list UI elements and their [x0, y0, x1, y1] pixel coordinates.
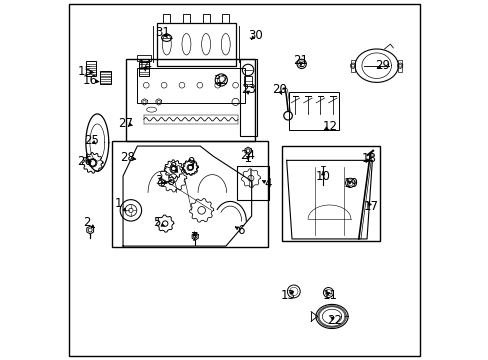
Text: 19: 19 [344, 177, 358, 190]
Text: 22: 22 [326, 314, 341, 327]
Text: 4: 4 [264, 177, 271, 190]
Text: 7: 7 [190, 231, 198, 244]
Bar [100, 71, 110, 84]
Text: 24: 24 [240, 149, 255, 162]
Text: 10: 10 [315, 170, 330, 183]
Text: 15: 15 [78, 64, 93, 77]
Text: 13: 13 [281, 288, 295, 302]
Text: 25: 25 [84, 134, 99, 147]
Text: 5: 5 [153, 216, 161, 229]
Text: 14: 14 [138, 59, 152, 72]
Bar [236, 166, 268, 200]
Text: 32: 32 [212, 74, 227, 87]
Text: 30: 30 [247, 29, 262, 42]
Text: 6: 6 [237, 224, 244, 237]
Text: 17: 17 [363, 200, 378, 213]
Text: 28: 28 [120, 151, 135, 165]
Bar [350, 60, 354, 72]
Text: 9: 9 [187, 156, 194, 168]
Bar [137, 55, 151, 62]
Text: 18: 18 [361, 152, 375, 165]
Text: 26: 26 [77, 155, 92, 168]
Text: 12: 12 [322, 120, 337, 133]
Bar [85, 62, 95, 76]
Bar [244, 76, 252, 86]
Bar [397, 60, 402, 72]
Text: 3: 3 [155, 174, 162, 186]
Bar [125, 59, 255, 141]
Bar [137, 68, 244, 103]
Text: 11: 11 [322, 288, 337, 302]
Text: 31: 31 [155, 26, 170, 39]
Text: 29: 29 [375, 59, 390, 72]
Bar [240, 59, 257, 136]
Text: 8: 8 [169, 161, 176, 174]
Bar [288, 91, 339, 130]
Text: 21: 21 [293, 54, 308, 67]
Bar [157, 23, 235, 66]
Bar [111, 141, 267, 247]
Text: 20: 20 [271, 84, 286, 96]
Text: 16: 16 [82, 74, 97, 87]
Text: 2: 2 [83, 216, 91, 229]
Text: 1: 1 [115, 197, 122, 210]
Text: 23: 23 [240, 84, 255, 96]
Bar [139, 62, 149, 76]
Bar [282, 146, 379, 242]
Text: 27: 27 [118, 117, 133, 130]
